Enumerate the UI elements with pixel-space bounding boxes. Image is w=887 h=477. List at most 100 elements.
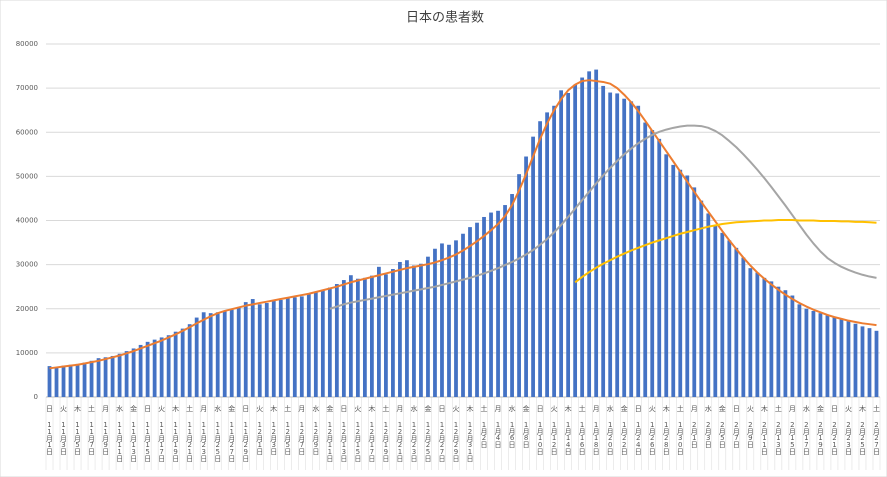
x-tick-label: 1月22日: [620, 421, 628, 456]
bar: [222, 311, 227, 397]
bar: [257, 304, 262, 397]
x-weekday-label: 月: [102, 405, 109, 413]
bar: [643, 122, 648, 397]
bar: [811, 310, 816, 397]
bar: [818, 313, 823, 397]
bar: [853, 323, 858, 397]
line-series: [329, 124, 877, 310]
bar: [657, 138, 662, 397]
bar: [131, 348, 136, 397]
x-weekday-label: 火: [452, 405, 459, 413]
x-weekday-label: 木: [467, 404, 474, 413]
x-tick-label: 2月7日: [732, 421, 740, 449]
bar: [166, 335, 171, 397]
bar: [124, 351, 129, 397]
x-weekday-label: 火: [845, 405, 852, 413]
bar: [468, 227, 472, 397]
bar: [636, 105, 641, 398]
x-weekday-label: 日: [144, 405, 151, 413]
bar: [748, 268, 753, 397]
bar: [489, 212, 493, 397]
x-tick-label: 1月10日: [536, 421, 544, 456]
bar: [650, 130, 655, 397]
x-tick-label: 1月18日: [592, 421, 600, 456]
chart-title: 日本の患者数: [406, 11, 484, 26]
x-weekday-label: 火: [256, 405, 263, 413]
x-weekday-label: 金: [719, 404, 726, 413]
x-tick-label: 1月20日: [606, 421, 614, 456]
bar: [398, 261, 402, 397]
bar: [615, 93, 620, 398]
bar: [447, 244, 451, 397]
x-weekday-label: 土: [481, 404, 488, 413]
bar: [348, 275, 353, 397]
y-tick-label: 80000: [16, 40, 38, 48]
bar: [306, 293, 311, 397]
x-tick-label: 2月19日: [816, 421, 824, 456]
bar: [433, 248, 437, 397]
bar: [776, 286, 781, 397]
bar: [545, 112, 549, 398]
x-tick-label: 1月14日: [564, 421, 572, 456]
bar: [327, 287, 332, 397]
x-tick-label: 11月5日: [74, 421, 82, 456]
bar: [180, 328, 185, 397]
bar: [194, 317, 199, 397]
x-tick-label: 2月25日: [858, 421, 866, 456]
x-tick-label: 11月9日: [102, 421, 110, 456]
y-tick-label: 20000: [16, 305, 38, 313]
x-weekday-label: 火: [649, 405, 656, 413]
bar: [250, 299, 255, 397]
bar: [391, 269, 395, 397]
bar: [755, 272, 760, 397]
bar: [292, 297, 297, 397]
x-tick-label: 1月2日: [480, 421, 488, 449]
x-weekday-label: 金: [817, 404, 824, 413]
x-tick-label: 12月15日: [354, 421, 362, 463]
x-weekday-label: 土: [284, 404, 291, 413]
x-tick-label: 12月7日: [298, 421, 306, 456]
x-tick-label: 11月11日: [116, 421, 124, 463]
x-tick-label: 11月27日: [228, 421, 236, 463]
x-weekday-label: 金: [228, 404, 235, 413]
x-weekday-label: 火: [747, 405, 754, 413]
x-tick-label: 11月13日: [130, 421, 138, 463]
bar: [874, 330, 879, 397]
x-tick-label: 1月6日: [508, 421, 516, 449]
x-tick-label: 12月1日: [256, 421, 264, 456]
x-weekday-label: 水: [803, 404, 810, 413]
bar: [454, 240, 458, 397]
bar: [138, 344, 143, 397]
bar: [334, 284, 339, 397]
bar: [159, 337, 164, 397]
bar: [117, 353, 122, 397]
bar: [783, 290, 788, 397]
bar: [741, 257, 746, 397]
x-tick-label: 2月1日: [690, 421, 698, 449]
x-tick-label: 11月17日: [158, 421, 166, 463]
x-weekday-label: 木: [270, 404, 277, 413]
bar: [384, 274, 388, 397]
bar: [510, 194, 514, 397]
bar: [461, 233, 465, 397]
x-weekday-label: 水: [410, 404, 417, 413]
bar: [75, 363, 80, 397]
bar: [517, 174, 521, 397]
x-weekday-label: 土: [186, 404, 193, 413]
x-weekday-label: 日: [635, 405, 642, 413]
x-tick-label: 2月13日: [774, 421, 782, 456]
x-tick-label: 1月28日: [662, 421, 670, 456]
bar: [412, 265, 416, 397]
x-tick-label: 12月29日: [452, 421, 460, 463]
x-weekday-label: 木: [761, 404, 768, 413]
x-tick-label: 12月9日: [312, 421, 320, 456]
bar: [152, 339, 157, 397]
bar: [503, 205, 507, 397]
x-weekday-label: 金: [523, 404, 530, 413]
x-tick-label: 11月29日: [242, 421, 250, 463]
x-weekday-label: 日: [438, 405, 445, 413]
x-tick-label: 11月23日: [200, 421, 208, 463]
bar: [475, 222, 479, 397]
x-weekday-label: 月: [396, 405, 403, 413]
